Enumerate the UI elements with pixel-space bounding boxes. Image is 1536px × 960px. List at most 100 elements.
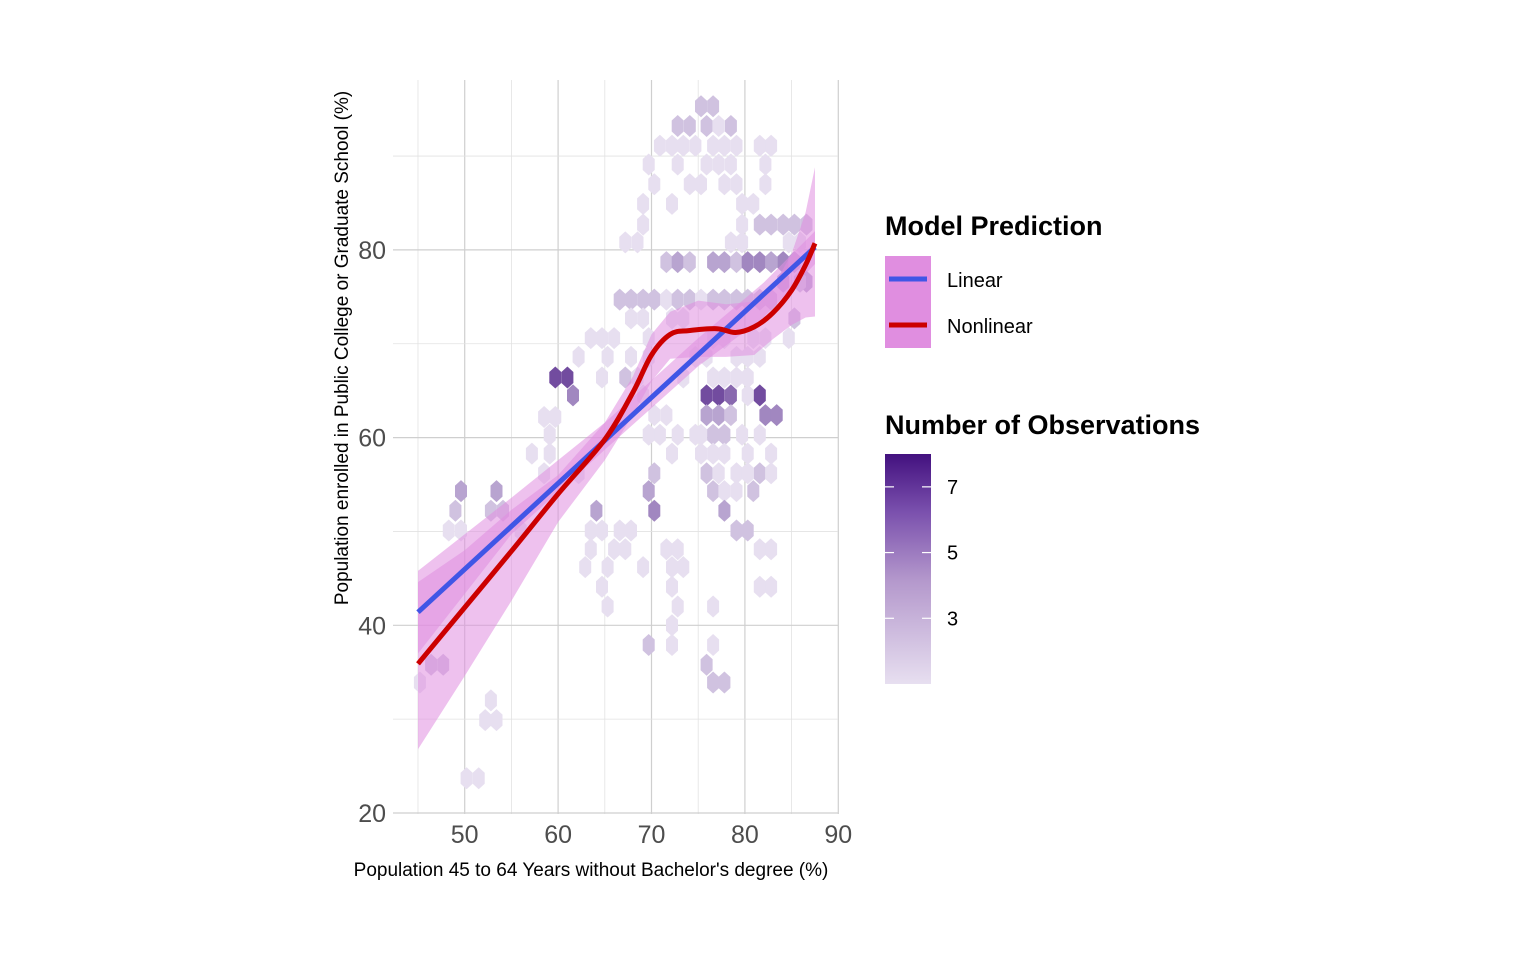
x-axis-ticks: 50 60 70 80 90 — [451, 821, 852, 849]
hexbin-cell — [788, 213, 801, 236]
hexbin-cell — [753, 575, 766, 598]
series-line-linear — [416, 245, 817, 615]
colorbar-tick-label: 7 — [947, 477, 958, 499]
hexbin-cell — [753, 538, 766, 561]
hexbin-cell — [648, 404, 661, 427]
hexbin-cell — [601, 556, 614, 579]
y-tick-label: 60 — [358, 425, 386, 453]
hexbin-cell — [584, 519, 597, 542]
hexbin-cell — [765, 251, 778, 274]
hexbin-cell — [613, 519, 626, 542]
hexbin-cell — [549, 406, 562, 428]
hexbin-cell — [700, 153, 713, 176]
hexbin-cell — [747, 192, 760, 215]
hexbin-cell — [666, 556, 678, 579]
hexbin-cell — [712, 462, 725, 485]
hexbin-cell — [671, 251, 684, 274]
hexbin-cell — [707, 95, 720, 118]
legend-label-linear: Linear — [947, 270, 1003, 292]
hexbin-cell — [525, 442, 538, 465]
legend-model-title: Model Prediction — [885, 211, 1103, 241]
x-tick-label: 50 — [451, 821, 479, 849]
hexbin-cell — [666, 575, 678, 598]
hexbin-cell — [637, 192, 650, 215]
hexbin-cell — [666, 634, 678, 656]
x-axis-title: Population 45 to 64 Years without Bachel… — [354, 860, 829, 881]
hexbin-cell — [490, 709, 503, 732]
hexbin-cell — [707, 251, 720, 274]
hexbin-cell — [596, 519, 608, 542]
hexbin-cell — [683, 173, 696, 196]
x-tick-label: 60 — [544, 821, 572, 849]
hexbin-cell — [449, 499, 462, 522]
hexbin-cell — [707, 595, 720, 618]
hexbin-cell — [666, 614, 678, 637]
y-axis-ticks: 20 40 60 80 — [358, 237, 386, 828]
x-tick-label: 80 — [731, 821, 759, 849]
hexbin-cell — [777, 213, 790, 236]
hexbin-cell — [736, 213, 749, 236]
hexbin-cell — [730, 251, 743, 274]
hexbin-cell — [736, 231, 749, 254]
hexbin-cell — [648, 462, 661, 485]
hexbin-cell — [718, 671, 731, 694]
hexbin-cell — [782, 327, 795, 350]
hexbin-cell — [730, 480, 743, 503]
hexbin-cell — [619, 538, 632, 561]
hexbin-cell — [695, 95, 707, 118]
hexbin-cell — [625, 288, 637, 311]
hexbin-cell — [770, 404, 783, 427]
hexbin-cell — [653, 134, 666, 157]
hexbin-cell — [671, 115, 684, 137]
hexbin-cell — [707, 480, 720, 503]
hexbin-cell — [543, 442, 556, 465]
legend-number-of-observations: Number of Observations 7 5 3 — [885, 410, 1200, 684]
hexbin-cell — [707, 366, 720, 389]
hexbin-cell — [700, 384, 713, 407]
hexbin-cell — [613, 288, 626, 311]
hexbin-cell — [584, 327, 597, 350]
hexbin-cell — [619, 366, 632, 389]
hexbin-cell — [642, 480, 655, 503]
hexbin-cell — [660, 404, 673, 427]
hexbin-cell — [765, 575, 778, 598]
hexbin-cell — [455, 480, 467, 503]
hexbin-cell — [683, 251, 696, 274]
hexbin-cell — [567, 384, 579, 407]
hexbin-cell — [700, 404, 713, 427]
hexbin-cell — [736, 423, 749, 446]
hexbin-cell — [707, 423, 720, 446]
hexbin-cell — [601, 595, 614, 618]
hexbin-cell — [543, 423, 556, 446]
hexbin-cell — [707, 634, 720, 656]
hexbin-cell — [677, 556, 690, 579]
colorbar — [885, 454, 931, 684]
hexbin-cell — [724, 153, 737, 176]
legend-label-nonlinear: Nonlinear — [947, 316, 1033, 338]
hexbin-cell — [590, 499, 603, 522]
hexbin-cell — [637, 307, 650, 330]
hexbin-cell — [538, 406, 551, 428]
colorbar-tick-label: 5 — [947, 543, 958, 565]
hexbin-cell — [642, 634, 655, 656]
hexbin-cell — [637, 556, 650, 579]
hexbin-cell — [759, 153, 772, 176]
regression-lines — [416, 242, 818, 666]
y-tick-label: 20 — [358, 800, 386, 828]
hexbin-cell — [648, 288, 661, 311]
hexbin-cell — [648, 499, 661, 522]
hexbin-cell — [490, 480, 503, 503]
hexbin-cell — [730, 366, 743, 389]
hexbin-cell — [730, 134, 743, 157]
hexbin-cell — [741, 251, 754, 274]
hexbin-cell — [625, 519, 637, 542]
hexbin-cell — [484, 689, 497, 712]
ci-band-nonlinear — [418, 167, 815, 750]
hexbin-cell — [718, 366, 731, 389]
hexbin-cell — [549, 366, 562, 389]
hexbin-cell — [765, 213, 778, 236]
hexbin-cell — [619, 231, 632, 254]
hexbin-cell — [765, 538, 778, 561]
hexbin-cell — [695, 442, 707, 465]
